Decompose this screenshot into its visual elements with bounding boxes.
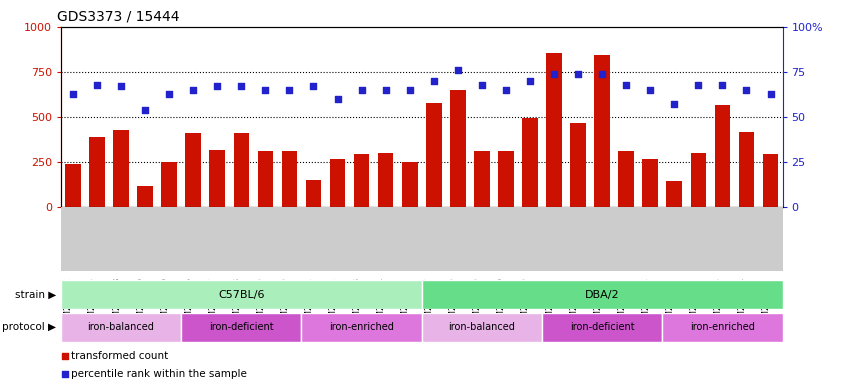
Bar xyxy=(642,159,658,207)
Text: DBA/2: DBA/2 xyxy=(585,290,619,300)
Bar xyxy=(570,122,586,207)
Point xyxy=(379,87,393,93)
Bar xyxy=(282,151,297,207)
Bar xyxy=(426,103,442,207)
Bar xyxy=(61,280,421,309)
Point xyxy=(596,71,609,77)
Point xyxy=(427,78,441,84)
Bar xyxy=(89,137,105,207)
Point xyxy=(211,83,224,89)
Bar xyxy=(662,313,783,342)
Text: C57BL/6: C57BL/6 xyxy=(218,290,265,300)
Point xyxy=(523,78,536,84)
Bar xyxy=(715,105,730,207)
Bar xyxy=(61,313,181,342)
Point xyxy=(307,83,321,89)
Bar xyxy=(65,164,80,207)
Point xyxy=(58,371,72,377)
Point xyxy=(331,96,344,102)
Point xyxy=(667,101,681,108)
Point xyxy=(283,87,296,93)
Point xyxy=(354,87,368,93)
Point xyxy=(691,81,705,88)
Bar xyxy=(667,181,682,207)
Bar xyxy=(354,154,370,207)
Point xyxy=(451,67,464,73)
Point xyxy=(403,87,416,93)
Bar xyxy=(257,151,273,207)
Point xyxy=(619,81,633,88)
Bar xyxy=(181,313,301,342)
Bar xyxy=(305,180,321,207)
Text: iron-enriched: iron-enriched xyxy=(329,322,394,333)
Text: percentile rank within the sample: percentile rank within the sample xyxy=(71,369,247,379)
Point xyxy=(234,83,248,89)
Point xyxy=(499,87,513,93)
Bar xyxy=(402,162,418,207)
Point xyxy=(162,91,176,97)
Point xyxy=(114,83,128,89)
Bar xyxy=(378,153,393,207)
Bar xyxy=(498,151,514,207)
Text: iron-balanced: iron-balanced xyxy=(448,322,515,333)
Point xyxy=(259,87,272,93)
Bar xyxy=(595,55,610,207)
Text: iron-deficient: iron-deficient xyxy=(570,322,634,333)
Bar xyxy=(113,130,129,207)
Point xyxy=(644,87,657,93)
Text: transformed count: transformed count xyxy=(71,351,168,361)
Bar xyxy=(450,90,465,207)
Bar xyxy=(763,154,778,207)
Point xyxy=(739,87,753,93)
Bar xyxy=(547,53,562,207)
Text: GDS3373 / 15444: GDS3373 / 15444 xyxy=(57,10,179,23)
Point xyxy=(58,353,72,359)
Point xyxy=(186,87,200,93)
Bar xyxy=(162,162,177,207)
Bar xyxy=(233,133,249,207)
Text: strain ▶: strain ▶ xyxy=(14,290,56,300)
Text: iron-deficient: iron-deficient xyxy=(209,322,273,333)
Point xyxy=(475,81,489,88)
Bar xyxy=(421,280,783,309)
Point xyxy=(764,91,777,97)
Text: iron-balanced: iron-balanced xyxy=(88,322,155,333)
Bar xyxy=(330,159,345,207)
Point xyxy=(91,81,104,88)
Bar xyxy=(210,150,225,207)
Bar xyxy=(522,118,538,207)
Bar xyxy=(421,313,542,342)
Point xyxy=(571,71,585,77)
Bar xyxy=(542,313,662,342)
Point xyxy=(716,81,729,88)
Bar xyxy=(474,151,490,207)
Point xyxy=(547,71,561,77)
Point xyxy=(66,91,80,97)
Bar xyxy=(185,133,201,207)
Bar xyxy=(137,186,153,207)
Text: protocol ▶: protocol ▶ xyxy=(2,322,56,333)
Bar xyxy=(618,151,634,207)
Bar xyxy=(739,132,755,207)
Bar xyxy=(301,313,421,342)
Bar xyxy=(690,153,706,207)
Point xyxy=(139,107,152,113)
Text: iron-enriched: iron-enriched xyxy=(690,322,755,333)
